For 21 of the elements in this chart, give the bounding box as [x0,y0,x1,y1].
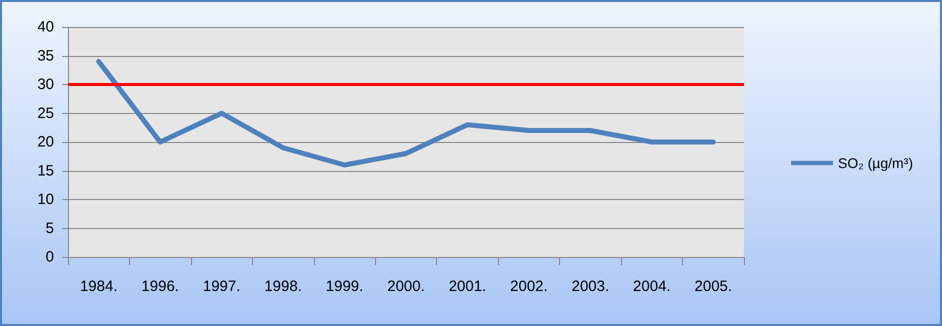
y-tick-label: 5 [46,220,54,237]
y-tick-label: 0 [46,248,54,266]
y-tick-label: 35 [37,47,54,64]
x-tick-label: 2000. [387,278,425,295]
y-tick-label: 40 [37,18,54,36]
x-tick-label: 1998. [264,278,302,295]
x-tick-label: 1984. [80,278,118,295]
y-tick-label: 25 [37,104,54,122]
y-tick-label: 30 [37,76,54,93]
x-tick-label: 1997. [202,278,240,295]
x-tick-label: 2005. [694,278,732,295]
x-tick-label: 2002. [510,278,548,295]
y-tick-label: 20 [37,134,54,150]
x-tick-label: 1999. [326,278,364,295]
x-tick-label: 2004. [633,278,671,295]
x-tick-label: 1996. [141,278,179,295]
y-tick-label: 15 [37,162,54,180]
x-tick-label: 2003. [572,278,610,295]
x-tick-label: 2001. [448,278,486,295]
y-tick-label: 10 [37,191,54,208]
legend-label: SO₂ (µg/m³) [838,155,914,171]
